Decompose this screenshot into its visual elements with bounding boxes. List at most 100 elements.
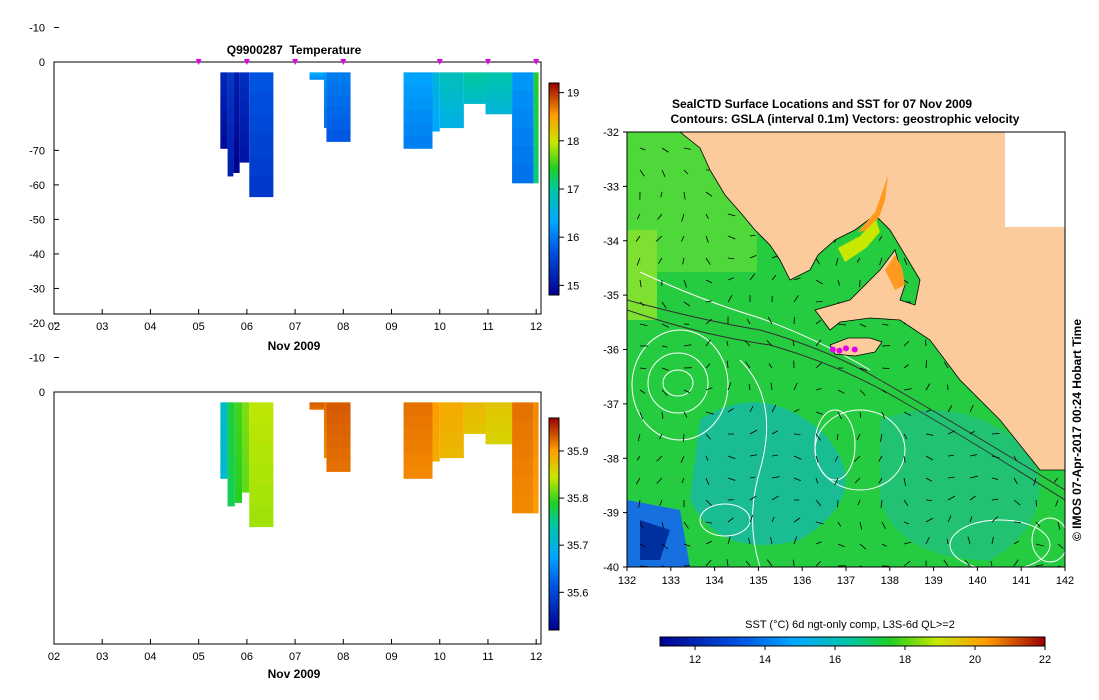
profile-cell-5-0 — [309, 72, 325, 75]
velocity-vector-125 — [749, 273, 756, 281]
profile-cell-2-4 — [234, 469, 243, 487]
panel1-axes: 02 03 04 05 06 07 08 09 10 11 12 0 -10 -20 -30 -40 -50 -6… — [29, 22, 542, 333]
velocity-vector-101 — [658, 257, 663, 264]
colorbar-tick-label: 35.7 — [567, 540, 588, 552]
velocity-vector-265 — [749, 429, 758, 435]
velocity-vector-281 — [656, 455, 663, 462]
velocity-vector-368 — [815, 541, 822, 545]
profile-cell-10-4 — [439, 109, 464, 119]
profile-cell-4-4 — [249, 485, 274, 507]
velocity-vector-388 — [815, 560, 822, 567]
profile-marker — [195, 59, 202, 65]
velocity-vector-386 — [766, 559, 773, 567]
velocity-vector-148 — [815, 300, 823, 303]
velocity-vector-384 — [726, 559, 729, 567]
velocity-vector-246 — [771, 404, 777, 413]
x-tick-label: 11 — [482, 321, 493, 333]
profile-cell-14-5 — [533, 164, 539, 184]
velocity-vector-41 — [660, 191, 663, 198]
velocity-vector-122 — [683, 279, 687, 288]
profile-cell-12-3 — [485, 93, 513, 101]
profile-marker — [533, 59, 540, 65]
colorbar-tick-label: 17 — [567, 184, 579, 196]
velocity-vector-294 — [947, 454, 954, 457]
velocity-vector-166 — [767, 316, 773, 325]
velocity-vector-185 — [744, 340, 751, 347]
contour-3 — [631, 329, 729, 441]
panel2-colorbar-ticks: 35.6 35.7 35.8 35.9 — [559, 446, 588, 599]
velocity-vector-284 — [727, 455, 736, 460]
velocity-vector-356 — [991, 516, 999, 523]
velocity-vector-224 — [727, 382, 732, 391]
velocity-vector-358 — [1035, 521, 1041, 528]
velocity-vector-316 — [991, 477, 999, 480]
velocity-vector-0 — [639, 147, 646, 151]
panel2-colorbar — [548, 417, 560, 631]
profile-cell-11-1 — [463, 77, 486, 84]
profile-cell-13-5 — [512, 494, 534, 514]
velocity-vector-221 — [661, 389, 668, 397]
profile-cell-0-2 — [220, 97, 228, 111]
map-y-tick-label: -34 — [603, 236, 619, 248]
panel2-frame — [53, 391, 542, 645]
velocity-vector-183 — [705, 339, 711, 347]
profile-cell-7-3 — [326, 436, 351, 449]
profile-cell-0-0 — [220, 72, 228, 86]
velocity-vector-308 — [815, 477, 819, 484]
profile-cell-7-5 — [326, 129, 351, 142]
profile-cell-5-4 — [309, 76, 325, 79]
velocity-vector-85 — [749, 234, 756, 237]
velocity-vector-381 — [661, 565, 667, 567]
profile-cell-0-4 — [220, 452, 228, 467]
y-tick-label: -60 — [29, 180, 45, 192]
profile-cell-5-4 — [309, 406, 325, 409]
velocity-vector-262 — [682, 433, 685, 442]
y-tick-label: -10 — [29, 22, 45, 34]
profile-cell-4-2 — [249, 443, 274, 465]
y-tick-label: -50 — [29, 214, 45, 226]
velocity-vector-120 — [639, 279, 642, 288]
profile-cell-14-1 — [533, 90, 539, 110]
profile-cell-14-0 — [533, 402, 539, 422]
velocity-vector-211 — [881, 367, 890, 370]
velocity-vector-64 — [727, 213, 736, 217]
profile-cell-14-4 — [533, 476, 539, 495]
sst-patch-cool-south — [690, 402, 846, 545]
velocity-vector-244 — [727, 408, 734, 413]
profile-cell-7-5 — [326, 459, 351, 472]
profile-cell-1-4 — [227, 471, 235, 490]
velocity-vector-242 — [683, 411, 688, 418]
x-tick-label: 10 — [434, 651, 446, 663]
x-tick-label: 10 — [434, 321, 446, 333]
velocity-vector-168 — [815, 320, 822, 325]
velocity-vector-351 — [881, 521, 886, 529]
profile-cell-4-5 — [249, 175, 274, 198]
map-y-tick-label: -33 — [603, 181, 619, 193]
profile-cell-6-1 — [324, 81, 327, 92]
profile-cell-14-3 — [533, 127, 539, 147]
map-x-tick-label: 136 — [793, 575, 811, 587]
velocity-vector-250 — [859, 411, 862, 418]
sst-colorbar-tick-label: 22 — [1039, 654, 1051, 666]
velocity-vector-370 — [859, 543, 867, 550]
profile-cell-8-2 — [403, 97, 433, 111]
velocity-vector-163 — [705, 318, 713, 325]
x-tick-label: 02 — [48, 321, 60, 333]
profile-cell-0-3 — [220, 440, 228, 454]
profile-cell-9-0 — [432, 402, 440, 413]
velocity-vector-274 — [947, 430, 956, 435]
velocity-vector-109 — [835, 257, 839, 266]
velocity-vector-111 — [879, 257, 883, 266]
profile-cell-11-0 — [463, 402, 486, 409]
velocity-vector-398 — [1035, 564, 1044, 567]
profile-cell-8-3 — [403, 440, 433, 454]
profile-cell-8-1 — [403, 85, 433, 99]
x-tick-label: 02 — [48, 651, 60, 663]
velocity-vector-332 — [903, 499, 909, 507]
velocity-vector-81 — [655, 235, 663, 242]
profile-marker — [340, 59, 347, 65]
velocity-vector-140 — [639, 301, 645, 306]
velocity-vector-60 — [636, 213, 641, 220]
x-tick-label: 04 — [144, 651, 156, 663]
velocity-vector-253 — [925, 409, 931, 413]
